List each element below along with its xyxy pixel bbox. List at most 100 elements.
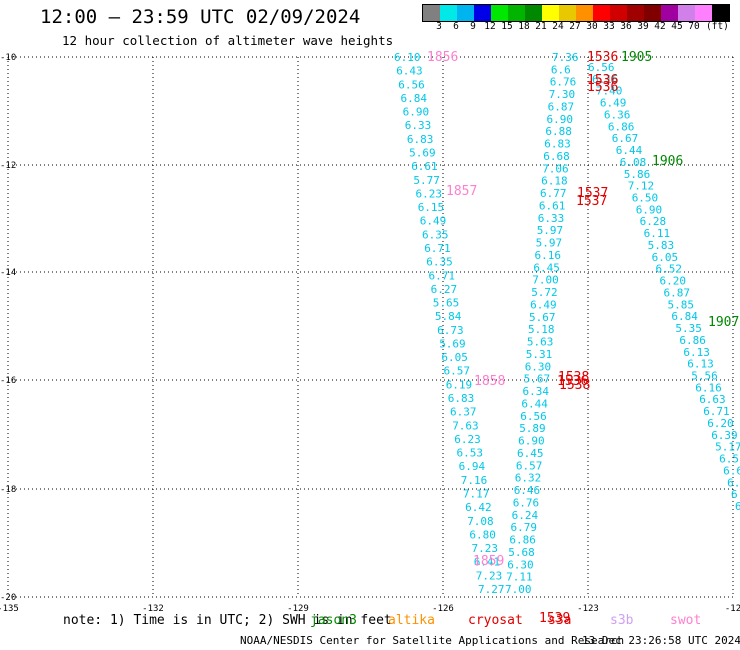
pass-time-label: 1907: [708, 315, 739, 330]
colorbar-swatch: [695, 5, 712, 21]
colorbar-swatch: [644, 5, 661, 21]
colorbar-swatch: [542, 5, 559, 21]
wave-height-value: 6.80: [469, 528, 496, 541]
colorbar-swatch: [627, 5, 644, 21]
colorbar-label: 12: [484, 21, 496, 32]
pass-time-label: 1537: [577, 186, 608, 201]
wave-height-value: 6.39: [711, 429, 738, 442]
wave-height-value: 6.11: [644, 227, 671, 240]
wave-height-value: 6.33: [405, 119, 432, 132]
wave-height-value: 6.53: [457, 447, 484, 460]
pass-time-label: 1536: [587, 80, 618, 95]
credit-text: NOAA/NESDIS Center for Satellite Applica…: [240, 634, 625, 647]
colorbar-swatch: [576, 5, 593, 21]
wave-height-value: 5.83: [648, 239, 675, 252]
wave-height-value: 6.87: [548, 101, 575, 114]
wave-height-value: 7.00: [505, 583, 532, 596]
pass-time-label: 1536: [587, 73, 618, 88]
wave-height-value: 6.77: [540, 187, 567, 200]
colorbar-label: 45: [671, 21, 683, 32]
wave-height-value: 5.97: [537, 224, 564, 237]
pass-time-label: 1905: [621, 50, 652, 65]
wave-height-value: 6.63: [699, 393, 726, 406]
colorbar-label: 9: [470, 21, 476, 32]
wave-height-value: 6.28: [640, 215, 667, 228]
wave-height-value: 7.12: [628, 180, 655, 193]
lat-tick-label: -20: [0, 593, 16, 603]
wave-height-value: 6.41: [474, 556, 501, 569]
wave-height-value: 7.23: [476, 569, 503, 582]
wave-height-value: 6.05: [441, 351, 468, 364]
colorbar-label: 18: [518, 21, 530, 32]
wave-height-value: 7.30: [549, 88, 576, 101]
wave-height-value: 6.20: [660, 275, 687, 288]
lat-tick-label: -16: [0, 376, 16, 386]
wave-height-value: 6.79: [511, 521, 538, 534]
wave-height-value: 6.16: [592, 73, 619, 86]
wave-height-value: 6.16: [695, 381, 722, 394]
wave-height-value: 5.72: [531, 286, 558, 299]
colorbar-label: 42: [654, 21, 666, 32]
wave-height-value: 5.84: [435, 310, 462, 323]
wave-height-value: 6.: [735, 500, 740, 513]
wave-height-value: 6.45: [517, 447, 544, 460]
lon-tick-label: -129: [287, 604, 309, 614]
wave-height-value: 6.20: [707, 417, 734, 430]
wave-height-value: 6.: [731, 488, 740, 501]
wave-height-value: 5.35: [675, 322, 702, 335]
wave-height-value: 6.30: [507, 558, 534, 571]
wave-height-value: 6.94: [459, 460, 486, 473]
wave-height-value: 7.16: [461, 474, 488, 487]
pass-time-label: 1538: [558, 370, 589, 385]
lon-tick-label: -135: [0, 604, 19, 614]
wave-height-value: 6.35: [426, 256, 453, 269]
wave-height-value: 6.10: [394, 51, 421, 64]
colorbar-swatch: [423, 5, 440, 21]
wave-height-value: 5.69: [409, 147, 436, 160]
pass-time-label: 1536: [557, 374, 588, 389]
colorbar-label: (ft): [706, 21, 729, 32]
wave-height-value: 6.56: [588, 61, 615, 74]
colorbar-swatch: [440, 5, 457, 21]
legend-item-swot: swot: [670, 613, 702, 628]
wave-height-value: 6.86: [509, 534, 536, 547]
colorbar-swatch: [661, 5, 678, 21]
wave-height-value: 6.61: [411, 160, 438, 173]
wave-height-value: 6.86: [608, 120, 635, 133]
wave-height-value: 6.49: [530, 298, 557, 311]
wave-height-value: 6.49: [600, 97, 627, 110]
wave-height-value: 6.90: [547, 113, 574, 126]
wave-height-value: 6.34: [523, 385, 550, 398]
wave-height-value: 6.90: [518, 435, 545, 448]
wave-height-value: 6.43: [396, 65, 423, 78]
legend-item-altika: altika: [388, 613, 435, 628]
colorbar-labels: 3 6 9 12 15 18 21 24 27 30 33 36 39 42 45 70 (ft): [422, 21, 729, 33]
wave-height-value: 6.51: [719, 453, 740, 466]
lon-tick-label: -123: [577, 604, 599, 614]
wave-height-value: 6.08: [620, 156, 647, 169]
wave-height-value: 6.30: [525, 360, 552, 373]
wave-height-value: 6.50: [632, 192, 659, 205]
wave-height-value: 5.68: [508, 546, 535, 559]
wave-height-value: 6.37: [450, 406, 477, 419]
map-subtitle: 12 hour collection of altimeter wave hei…: [62, 33, 394, 48]
wave-height-value: 5.18: [528, 323, 555, 336]
wave-height-value: 6.76: [550, 76, 577, 89]
colorbar-swatch: [593, 5, 610, 21]
wave-height-value: 7.27: [478, 583, 505, 596]
lat-tick-label: -14: [0, 268, 16, 278]
wave-height-value: 6.15: [418, 201, 445, 214]
lon-tick-label: -12: [725, 604, 740, 614]
wave-height-value: 6.57: [444, 365, 471, 378]
pass-time-label: 1537: [576, 194, 607, 209]
lat-tick-label: -10: [0, 53, 16, 63]
wave-height-value: 6.33: [538, 212, 565, 225]
colorbar-label: 21: [535, 21, 547, 32]
wave-height-value: 5.63: [527, 336, 554, 349]
colorbar-swatch: [508, 5, 525, 21]
wave-height-value: 6.36: [604, 109, 631, 122]
wave-height-value: 6.35: [422, 228, 449, 241]
wave-height-value: 6.46: [514, 484, 541, 497]
wave-height-value: 6.71: [424, 242, 451, 255]
wave-height-value: 5.67: [524, 373, 551, 386]
